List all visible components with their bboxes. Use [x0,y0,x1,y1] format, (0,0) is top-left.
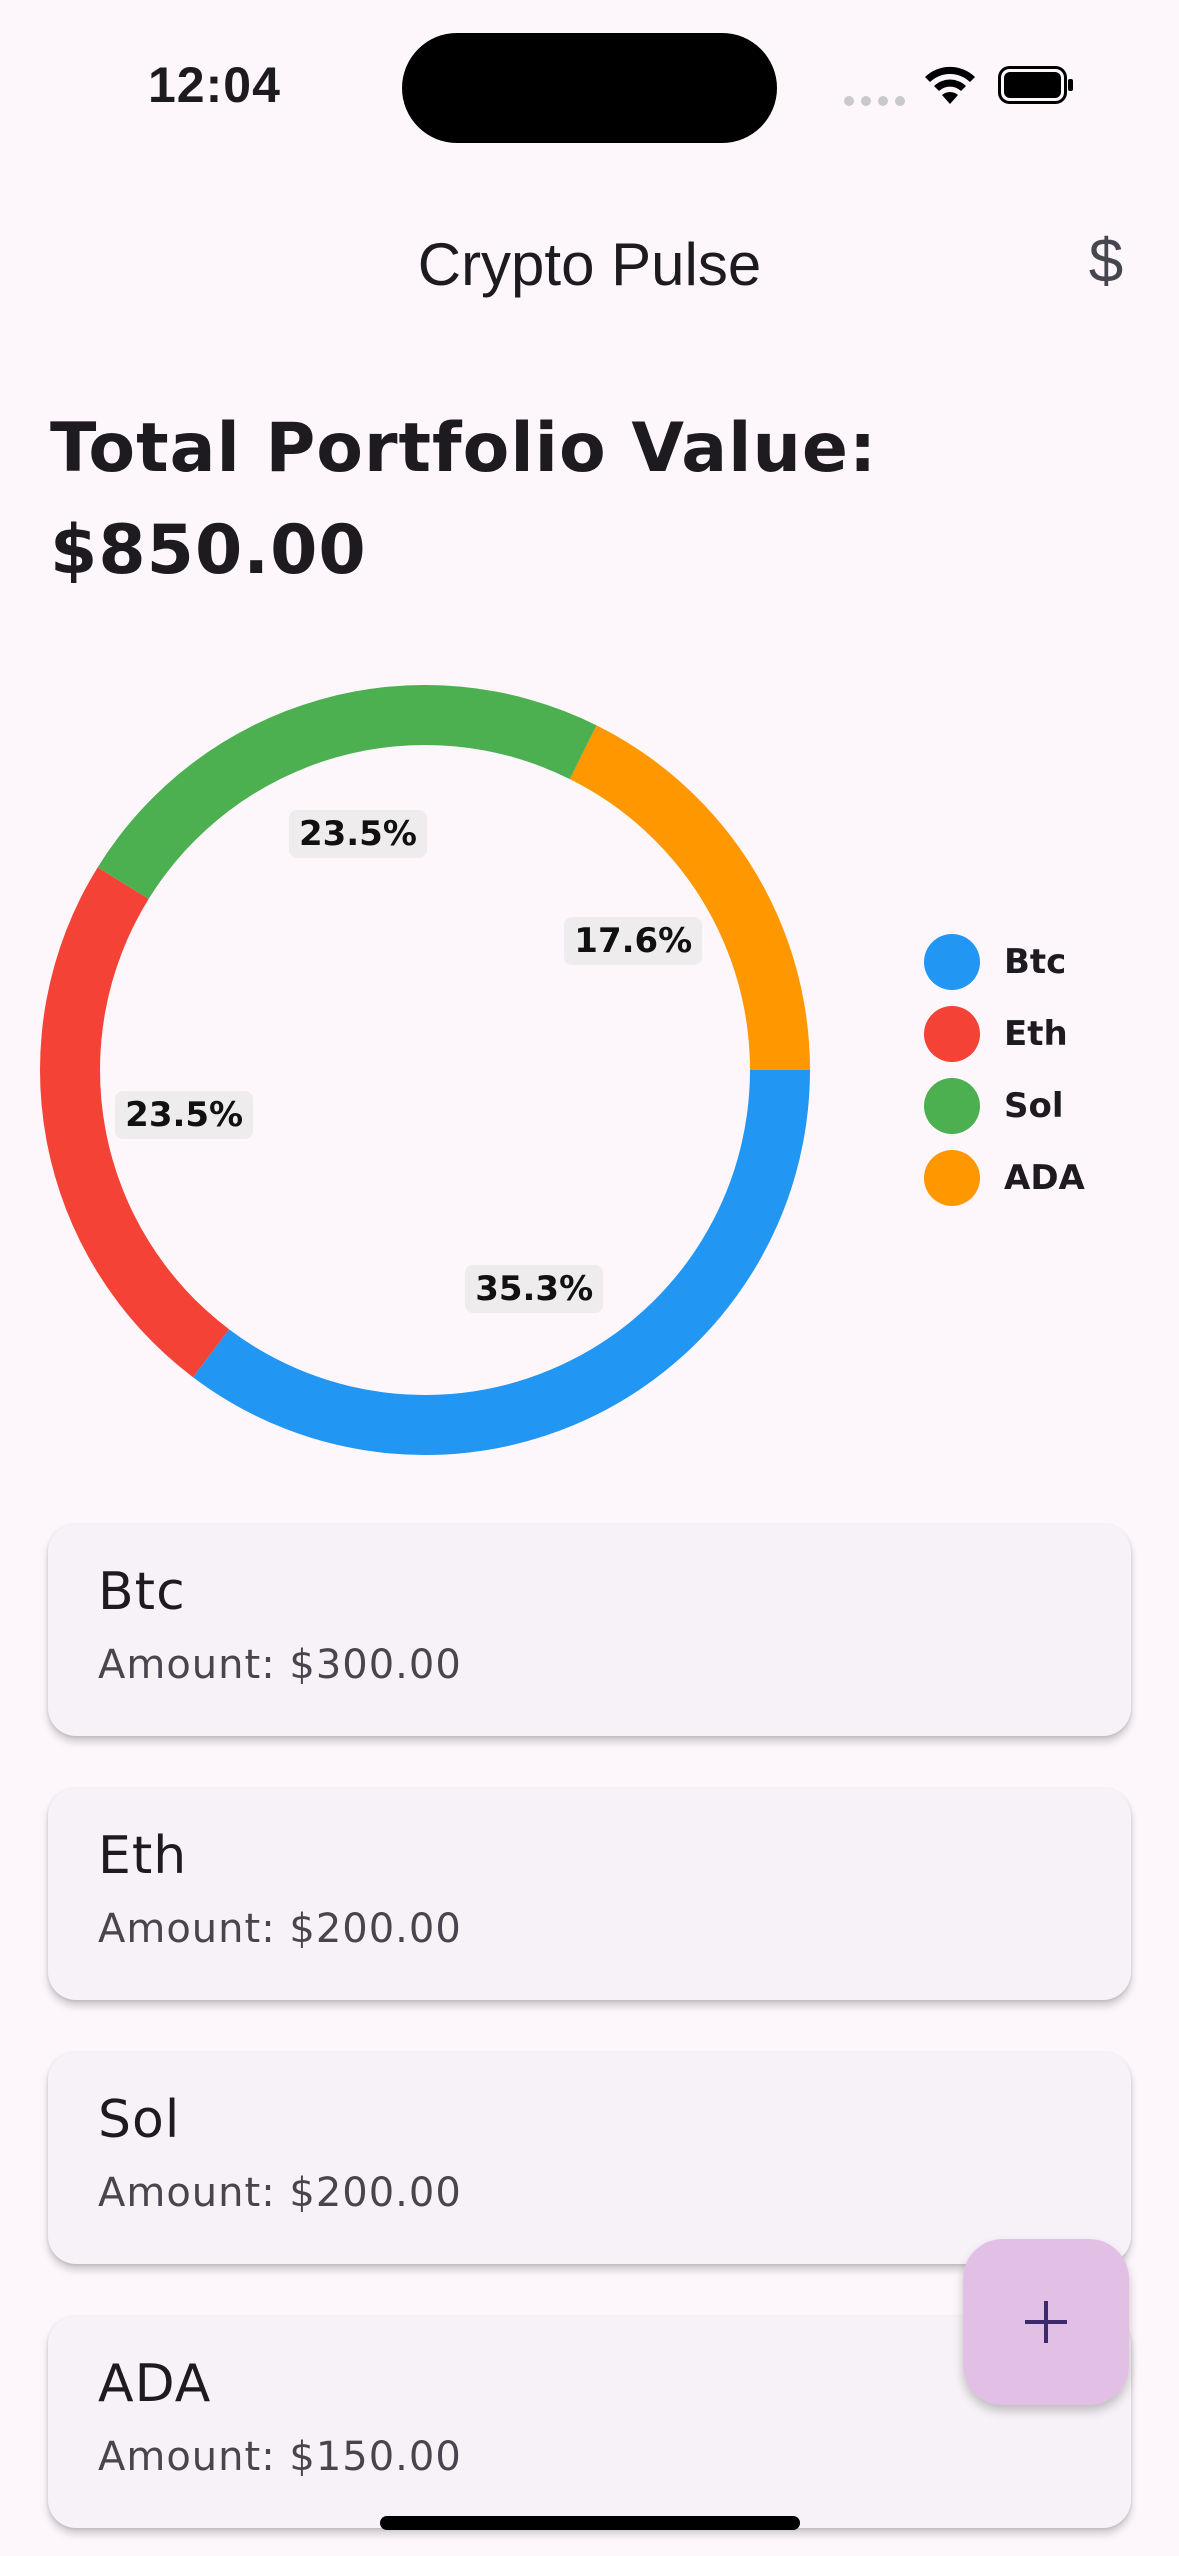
slice-percent-label: 35.3% [465,1265,604,1314]
currency-icon[interactable]: $ [1088,227,1124,296]
asset-amount: Amount: $200.00 [98,2170,462,2216]
asset-amount: Amount: $150.00 [98,2434,462,2480]
app-title: Crypto Pulse [417,231,762,298]
legend-label: ADA [1004,1158,1085,1198]
legend-item-sol: Sol [924,1078,1154,1134]
donut-svg [39,685,811,1455]
asset-amount: Amount: $200.00 [98,1906,462,1952]
dynamic-island [402,33,777,143]
status-bar: 12:04 [0,0,1179,170]
status-time: 12:04 [148,57,281,113]
slice-percent-label: 23.5% [115,1091,254,1140]
plus-icon [1025,2301,1067,2343]
donut-slice-ada[interactable] [569,725,810,1070]
home-indicator [380,2516,800,2530]
slice-percent-label: 23.5% [288,810,427,859]
legend-label: Btc [1004,942,1067,982]
legend-label: Eth [1004,1014,1068,1054]
legend-item-btc: Btc [924,934,1154,990]
asset-name: Btc [98,1562,186,1622]
total-portfolio-amount: $850.00 [50,511,367,590]
legend-item-ada: ADA [924,1150,1154,1206]
total-portfolio-value: Total Portfolio Value: $850.00 [50,398,1050,602]
asset-card-eth[interactable]: Eth Amount: $200.00 [48,1788,1131,2000]
donut-slice-btc[interactable] [192,1070,811,1455]
add-asset-button[interactable] [963,2239,1129,2405]
asset-name: ADA [98,2354,212,2414]
cellular-signal-icon [844,96,906,106]
asset-card-ada[interactable]: ADA Amount: $150.00 [48,2316,1131,2528]
portfolio-donut-chart: 35.3% 23.5% 23.5% 17.6% [0,660,900,1480]
legend-color-dot [924,1150,980,1206]
legend-color-dot [924,1006,980,1062]
asset-card-btc[interactable]: Btc Amount: $300.00 [48,1524,1131,1736]
asset-name: Eth [98,1826,188,1886]
wifi-icon [925,66,975,104]
legend-color-dot [924,1078,980,1134]
legend-label: Sol [1004,1086,1064,1126]
asset-name: Sol [98,2090,181,2150]
legend-color-dot [924,934,980,990]
asset-amount: Amount: $300.00 [98,1642,462,1688]
donut-slice-sol[interactable] [97,685,597,899]
total-portfolio-label: Total Portfolio Value: [50,409,878,488]
donut-slice-eth[interactable] [39,867,230,1378]
battery-icon [998,66,1073,104]
app-bar: Crypto Pulse $ [0,210,1179,320]
legend-item-eth: Eth [924,1006,1154,1062]
asset-card-sol[interactable]: Sol Amount: $200.00 [48,2052,1131,2264]
slice-percent-label: 17.6% [564,917,703,966]
